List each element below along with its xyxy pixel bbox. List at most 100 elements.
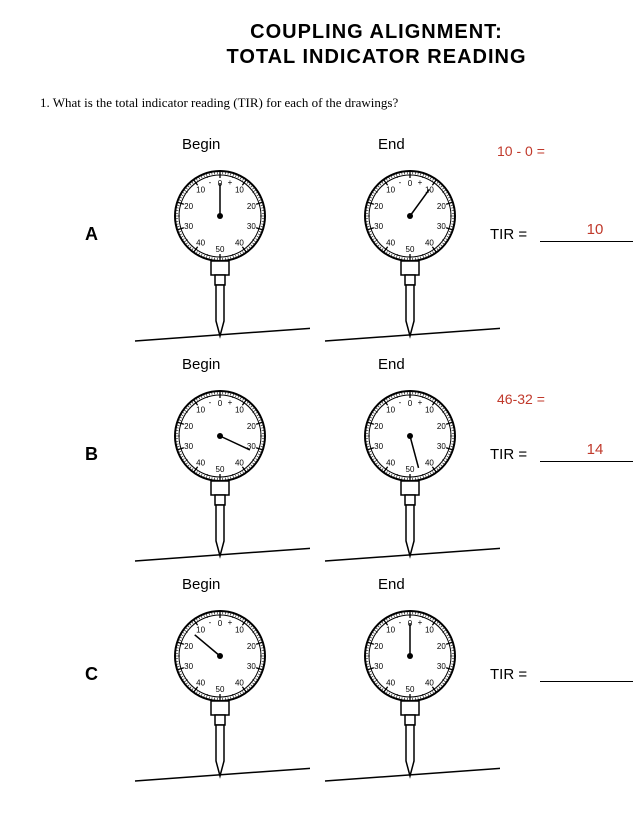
row-label: A (85, 224, 98, 245)
svg-text:50: 50 (216, 465, 225, 474)
gauge-end: 0102030405040302010-+ (320, 596, 500, 786)
svg-text:20: 20 (247, 422, 256, 431)
svg-text:40: 40 (386, 239, 395, 248)
svg-text:10: 10 (386, 405, 395, 414)
answer-line (540, 241, 633, 242)
svg-text:+: + (418, 398, 423, 407)
svg-text:20: 20 (374, 642, 383, 651)
question-text: 1. What is the total indicator reading (… (40, 95, 603, 111)
row-label: C (85, 664, 98, 685)
svg-text:30: 30 (437, 222, 446, 231)
svg-text:30: 30 (247, 662, 256, 671)
svg-text:10: 10 (196, 185, 205, 194)
svg-text:20: 20 (184, 642, 193, 651)
svg-text:10: 10 (386, 625, 395, 634)
dial-gauge: 0102030405040302010-+ (320, 376, 500, 566)
svg-text:40: 40 (425, 239, 434, 248)
gauge-begin: 0102030405040302010-+ (130, 596, 310, 786)
svg-text:20: 20 (184, 202, 193, 211)
title-line-1: COUPLING ALIGNMENT: (150, 20, 603, 45)
column-header-begin: Begin (182, 576, 220, 593)
svg-text:30: 30 (437, 442, 446, 451)
gauge-end: 0102030405040302010-+ (320, 156, 500, 346)
svg-text:30: 30 (374, 442, 383, 451)
svg-text:30: 30 (184, 662, 193, 671)
svg-text:30: 30 (437, 662, 446, 671)
svg-text:10: 10 (235, 185, 244, 194)
svg-text:-: - (209, 398, 212, 407)
svg-text:50: 50 (216, 245, 225, 254)
title-line-2: TOTAL INDICATOR READING (150, 45, 603, 70)
svg-text:20: 20 (184, 422, 193, 431)
svg-text:50: 50 (406, 685, 415, 694)
svg-text:30: 30 (247, 222, 256, 231)
tir-label: TIR = (490, 666, 527, 683)
svg-text:0: 0 (218, 619, 223, 628)
svg-text:10: 10 (425, 625, 434, 634)
svg-text:10: 10 (196, 625, 205, 634)
svg-text:40: 40 (425, 679, 434, 688)
column-header-begin: Begin (182, 136, 220, 153)
svg-text:-: - (399, 398, 402, 407)
svg-text:40: 40 (386, 459, 395, 468)
svg-text:40: 40 (425, 459, 434, 468)
svg-text:40: 40 (386, 679, 395, 688)
svg-text:-: - (399, 618, 402, 627)
row-label: B (85, 444, 98, 465)
svg-text:10: 10 (386, 185, 395, 194)
dial-gauge: 0102030405040302010-+ (320, 596, 500, 786)
svg-text:20: 20 (437, 642, 446, 651)
answer-line (540, 681, 633, 682)
svg-text:20: 20 (374, 422, 383, 431)
column-header-end: End (378, 136, 405, 153)
svg-text:+: + (418, 618, 423, 627)
svg-text:-: - (209, 618, 212, 627)
column-header-end: End (378, 356, 405, 373)
svg-text:40: 40 (235, 239, 244, 248)
svg-text:-: - (399, 178, 402, 187)
dial-gauge: 0102030405040302010-+ (130, 596, 310, 786)
problem-row: Begin End C 0102030405040302010-+ 010203… (30, 576, 603, 796)
dial-gauge: 0102030405040302010-+ (130, 156, 310, 346)
svg-text:50: 50 (216, 685, 225, 694)
page-title: COUPLING ALIGNMENT: TOTAL INDICATOR READ… (150, 20, 603, 70)
gauge-begin: 0102030405040302010-+ (130, 376, 310, 566)
svg-text:20: 20 (247, 202, 256, 211)
tir-label: TIR = (490, 226, 527, 243)
problem-row: Begin End B 0102030405040302010-+ 010203… (30, 356, 603, 576)
svg-text:10: 10 (425, 405, 434, 414)
tir-answer: 14 (560, 441, 630, 458)
svg-text:40: 40 (196, 459, 205, 468)
column-header-begin: Begin (182, 356, 220, 373)
calculation-text: 10 - 0 = (497, 143, 545, 159)
svg-text:+: + (418, 178, 423, 187)
dial-gauge: 0102030405040302010-+ (130, 376, 310, 566)
svg-text:30: 30 (184, 442, 193, 451)
answer-line (540, 461, 633, 462)
svg-text:50: 50 (406, 245, 415, 254)
column-header-end: End (378, 576, 405, 593)
svg-text:20: 20 (247, 642, 256, 651)
svg-text:+: + (228, 618, 233, 627)
gauge-begin: 0102030405040302010-+ (130, 156, 310, 346)
svg-text:30: 30 (374, 222, 383, 231)
problem-row: Begin End A 0102030405040302010-+ 010203… (30, 136, 603, 356)
gauge-end: 0102030405040302010-+ (320, 376, 500, 566)
svg-text:20: 20 (437, 422, 446, 431)
svg-text:40: 40 (235, 459, 244, 468)
svg-text:30: 30 (374, 662, 383, 671)
svg-text:10: 10 (196, 405, 205, 414)
svg-text:0: 0 (408, 179, 413, 188)
svg-text:20: 20 (374, 202, 383, 211)
svg-text:0: 0 (408, 399, 413, 408)
svg-text:40: 40 (196, 679, 205, 688)
dial-gauge: 0102030405040302010-+ (320, 156, 500, 346)
svg-text:+: + (228, 398, 233, 407)
svg-text:50: 50 (406, 465, 415, 474)
svg-text:0: 0 (218, 399, 223, 408)
tir-answer: 10 (560, 221, 630, 238)
tir-label: TIR = (490, 446, 527, 463)
svg-text:10: 10 (235, 625, 244, 634)
svg-text:20: 20 (437, 202, 446, 211)
svg-text:+: + (228, 178, 233, 187)
